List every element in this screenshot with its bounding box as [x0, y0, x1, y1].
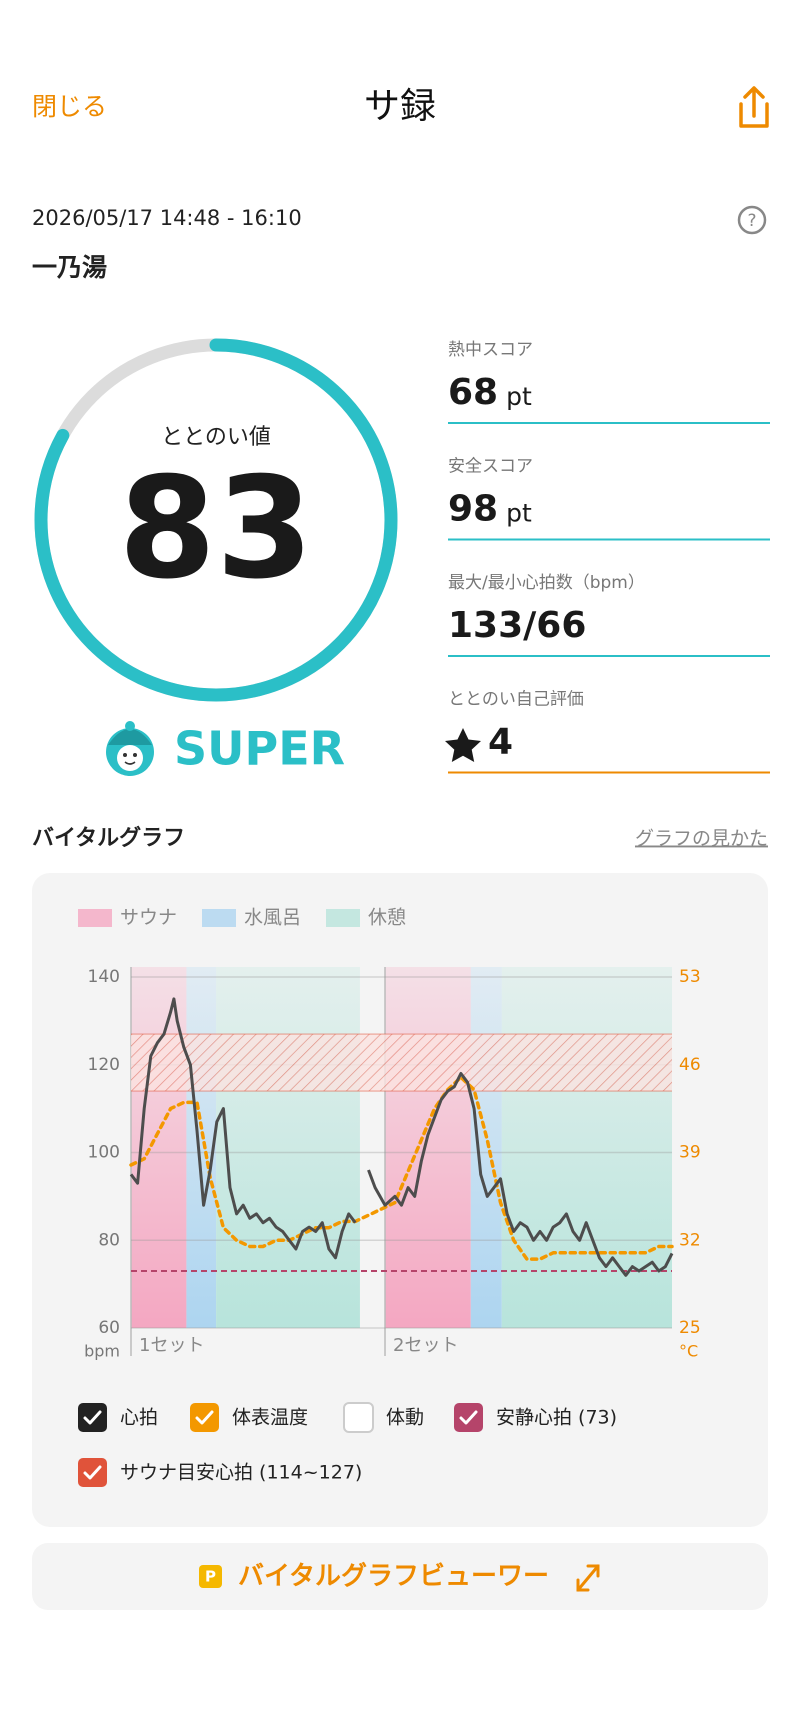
y-tick-label: 120 — [88, 1055, 120, 1075]
stat-unit: pt — [506, 499, 532, 528]
stat-label: 熱中スコア — [448, 340, 533, 360]
check-mark — [459, 1410, 478, 1425]
y2-tick-label: 46 — [679, 1055, 701, 1075]
page-title: サ録 — [364, 86, 436, 127]
share-button[interactable] — [739, 86, 769, 128]
phase-legend-label: 休憩 — [368, 907, 406, 929]
phase-band — [501, 967, 672, 1328]
legend-checkbox[interactable] — [343, 1402, 374, 1433]
series-line — [129, 997, 674, 1277]
help-link[interactable]: グラフの見かた — [635, 828, 768, 850]
y2-tick-label: 39 — [679, 1143, 701, 1163]
points-badge — [199, 1565, 222, 1588]
phase-band — [385, 967, 471, 1328]
y-axis-label: bpm — [84, 1342, 120, 1361]
stat-value: 4 — [488, 722, 513, 763]
set-label: 2セット — [393, 1335, 458, 1356]
stat-label: 安全スコア — [448, 457, 533, 477]
legend-label: サウナ目安心拍 (114~127) — [120, 1462, 362, 1484]
legend-checkbox[interactable] — [78, 1403, 107, 1432]
phase-legend-label: サウナ — [120, 907, 177, 929]
legend-checkbox[interactable] — [190, 1403, 219, 1432]
phase-legend-swatch — [78, 909, 112, 927]
phase-band — [470, 967, 502, 1328]
gauge-label: ととのい値 — [161, 425, 271, 450]
y2-axis-label: °C — [679, 1342, 698, 1361]
stat-label: 最大/最小心拍数（bpm） — [448, 573, 645, 593]
stat-value: 98 — [448, 489, 498, 530]
phase-legend-swatch — [202, 909, 236, 927]
close-button[interactable]: 閉じる — [32, 92, 107, 121]
y-tick-label: 80 — [98, 1230, 120, 1250]
legend-checkbox[interactable] — [454, 1403, 483, 1432]
phase-legend-label: 水風呂 — [244, 907, 301, 929]
grade-icon — [106, 721, 154, 776]
expand-icon — [576, 1564, 600, 1592]
series-line — [129, 1075, 674, 1261]
phase-band — [186, 967, 217, 1328]
y2-tick-label: 32 — [679, 1230, 701, 1250]
check-mark — [83, 1410, 102, 1425]
y-tick-label: 100 — [88, 1143, 120, 1163]
viewer-button-label: バイタルグラフビューワー — [238, 1562, 549, 1592]
legend-label: 安静心拍 (73) — [496, 1407, 617, 1429]
y2-tick-label: 53 — [679, 967, 701, 987]
svg-text:?: ? — [747, 211, 756, 231]
legend-label: 体動 — [386, 1407, 424, 1429]
y-tick-label: 60 — [98, 1318, 120, 1338]
chart: サウナ 水風呂 休憩 1セット 2セット 60 80 100 120 140 25 32 39 46 53 b… — [78, 907, 701, 1487]
help-button[interactable]: ? — [737, 205, 767, 235]
legend-label: 体表温度 — [232, 1407, 308, 1429]
stat-value: 133/66 — [448, 605, 586, 646]
y2-tick-label: 25 — [679, 1318, 701, 1338]
legend-checkbox[interactable] — [78, 1458, 107, 1487]
viewer-button[interactable] — [32, 1543, 768, 1610]
gauge-arc — [34, 338, 398, 702]
phase-legend-swatch — [326, 909, 360, 927]
y-tick-label: 140 — [88, 967, 120, 987]
check-mark — [195, 1410, 214, 1425]
points-badge-text: P — [205, 1568, 216, 1586]
grade-label: SUPER — [174, 722, 345, 776]
legend-label: 心拍 — [120, 1407, 158, 1429]
section-title: バイタルグラフ — [32, 825, 185, 851]
session-datetime: 2026/05/17 14:48 - 16:10 — [32, 206, 302, 230]
stat-unit: pt — [506, 382, 532, 411]
stat-label: ととのい自己評価 — [448, 690, 584, 710]
check-mark — [83, 1465, 102, 1480]
set-label: 1セット — [139, 1335, 204, 1356]
stat-value: 68 — [448, 372, 498, 413]
target-zone — [131, 1034, 672, 1092]
stats: 熱中スコア 68 pt 安全スコア 98 pt 最大/最小心拍数（bpm） 133/66 ととの… — [445, 340, 770, 774]
facility-name: 一乃湯 — [32, 253, 107, 282]
star-icon — [445, 728, 481, 762]
phase-band — [216, 967, 360, 1328]
gauge-value: 83 — [119, 448, 314, 611]
